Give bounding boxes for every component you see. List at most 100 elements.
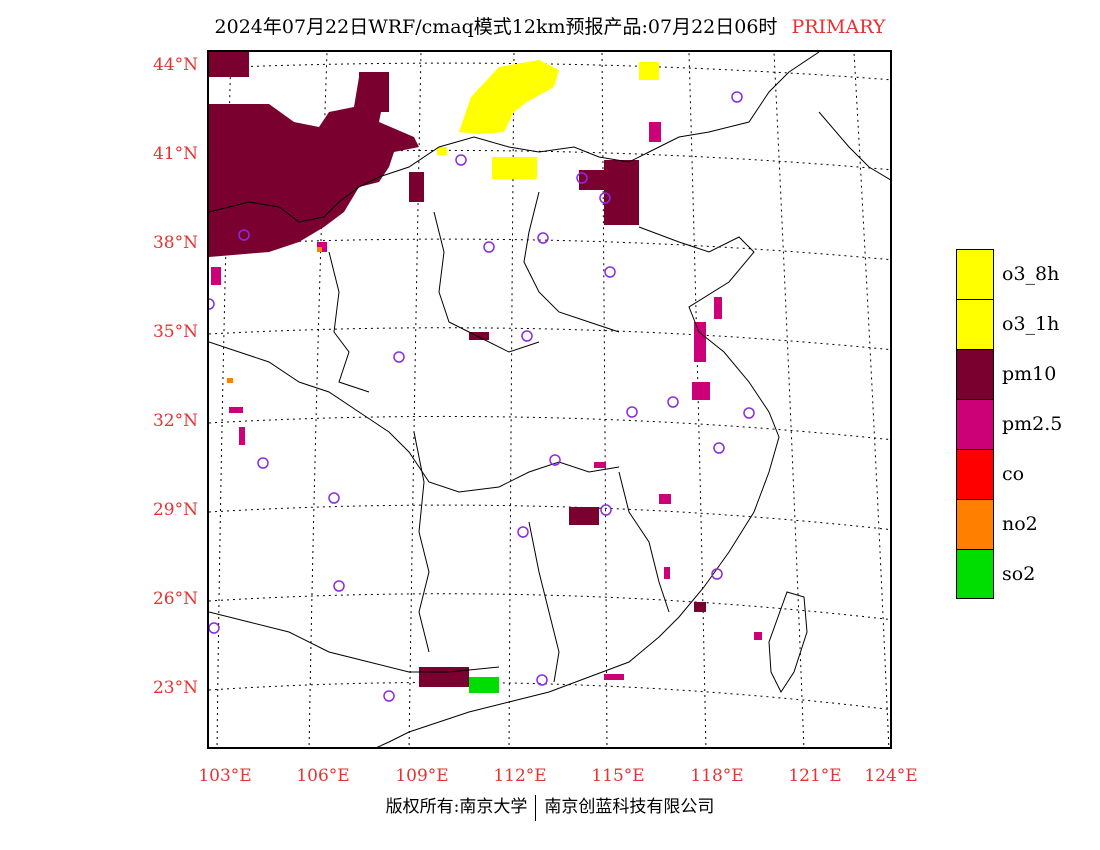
footer-left: 版权所有:南京大学: [385, 797, 528, 817]
so2-cell: [469, 677, 499, 693]
pm10-northwest-block: [209, 77, 419, 257]
parallel-35: [209, 327, 890, 351]
station-marker: [731, 91, 743, 103]
pm10-guangdong-patch: [419, 667, 469, 687]
legend-swatch: [956, 399, 994, 449]
map-panel[interactable]: [207, 50, 892, 749]
pm25-cell: [692, 382, 710, 400]
legend-swatch: [956, 499, 994, 549]
lat-label-29: 29°N: [152, 500, 198, 520]
meridian-112: [508, 52, 515, 747]
pm25-cell: [239, 427, 245, 445]
station-marker: [257, 457, 269, 469]
station-marker: [549, 454, 561, 466]
pm10-top-left: [209, 52, 249, 77]
station-marker: [599, 192, 611, 204]
northeast-coast: [818, 111, 890, 181]
legend: o3_8h o3_1h pm10 pm2.5 co no2 so2: [956, 249, 1062, 599]
lon-label-106: 106°E: [296, 766, 350, 786]
lon-label-103: 103°E: [198, 766, 252, 786]
parallel-32: [209, 415, 890, 441]
lon-label-109: 109°E: [395, 766, 449, 786]
lon-label-124: 124°E: [864, 766, 918, 786]
legend-swatch: [956, 349, 994, 399]
pm25-cell: [649, 122, 661, 142]
legend-item-o3-8h: o3_8h: [956, 249, 1062, 299]
legend-label: co: [1002, 463, 1025, 485]
o3-inner-mongolia: [459, 60, 559, 134]
borders: [209, 52, 890, 747]
parallel-29: [209, 504, 890, 531]
pm10-patch-b: [359, 72, 389, 112]
legend-item-pm10: pm10: [956, 349, 1062, 399]
station-marker: [521, 330, 533, 342]
pm25-cell: [664, 567, 670, 579]
pm25-cell: [229, 407, 243, 413]
title-tag: PRIMARY: [791, 16, 886, 38]
lon-label-118: 118°E: [690, 766, 744, 786]
parallel-44: [209, 62, 890, 81]
yangtze-border: [209, 341, 620, 493]
interior-border-c: [523, 191, 620, 333]
station-marker: [743, 407, 755, 419]
o3-patch-b: [639, 62, 659, 80]
pm25-cell: [659, 494, 671, 504]
southern-border: [209, 611, 500, 673]
legend-item-pm25: pm2.5: [956, 399, 1062, 449]
interior-border-b: [433, 211, 540, 353]
interior-border-f: [618, 471, 670, 613]
pm25-cell: [714, 297, 722, 319]
interior-border-e: [528, 521, 560, 683]
station-marker: [333, 580, 345, 592]
pm25-cell: [604, 674, 624, 680]
pm10-south-patch: [569, 507, 599, 525]
legend-label: so2: [1002, 563, 1036, 585]
legend-item-no2: no2: [956, 499, 1062, 549]
no2-cell: [317, 247, 322, 252]
o3-patch-c: [437, 147, 447, 155]
station-marker: [667, 396, 679, 408]
pm25-cell: [594, 462, 606, 468]
legend-label: pm2.5: [1002, 413, 1063, 435]
pm10-central-patch: [469, 332, 489, 340]
pm25-cell: [211, 267, 221, 285]
pm25-cell: [754, 632, 762, 640]
footer-credit: 版权所有:南京大学 南京创蓝科技有限公司: [0, 792, 1100, 821]
legend-item-so2: so2: [956, 549, 1062, 599]
station-marker: [328, 492, 340, 504]
legend-swatch: [956, 249, 994, 299]
legend-item-o3-1h: o3_1h: [956, 299, 1062, 349]
interior-border-d: [413, 431, 430, 653]
station-markers: [209, 91, 755, 702]
meridian-106: [308, 52, 328, 747]
station-marker: [483, 241, 495, 253]
lat-label-26: 26°N: [152, 589, 198, 609]
map-canvas: [209, 52, 890, 747]
station-marker: [600, 504, 612, 516]
title-main: 2024年07月22日WRF/cmaq模式12km预报产品:07月22日06时: [214, 16, 778, 38]
station-marker: [536, 674, 548, 686]
footer-separator: [535, 794, 537, 821]
lat-label-35: 35°N: [152, 322, 198, 342]
footer-right: 南京创蓝科技有限公司: [544, 797, 715, 817]
station-marker: [393, 351, 405, 363]
station-marker: [517, 526, 529, 538]
station-marker: [238, 229, 250, 241]
meridian-115: [601, 52, 608, 747]
parallel-38: [209, 238, 890, 261]
east-coast: [376, 226, 780, 747]
so2-cells: [469, 677, 499, 693]
station-marker: [713, 442, 725, 454]
o3-patch-a: [492, 157, 537, 179]
lat-label-38: 38°N: [152, 233, 198, 253]
lon-label-121: 121°E: [788, 766, 842, 786]
pm10-patch-a: [409, 172, 424, 202]
lat-label-41: 41°N: [152, 144, 198, 164]
northern-border: [209, 52, 820, 223]
station-marker: [711, 568, 723, 580]
station-marker: [209, 298, 215, 310]
station-marker: [604, 266, 616, 278]
pm25-cell: [694, 322, 706, 362]
meridian-109: [408, 52, 422, 747]
lon-label-115: 115°E: [591, 766, 645, 786]
